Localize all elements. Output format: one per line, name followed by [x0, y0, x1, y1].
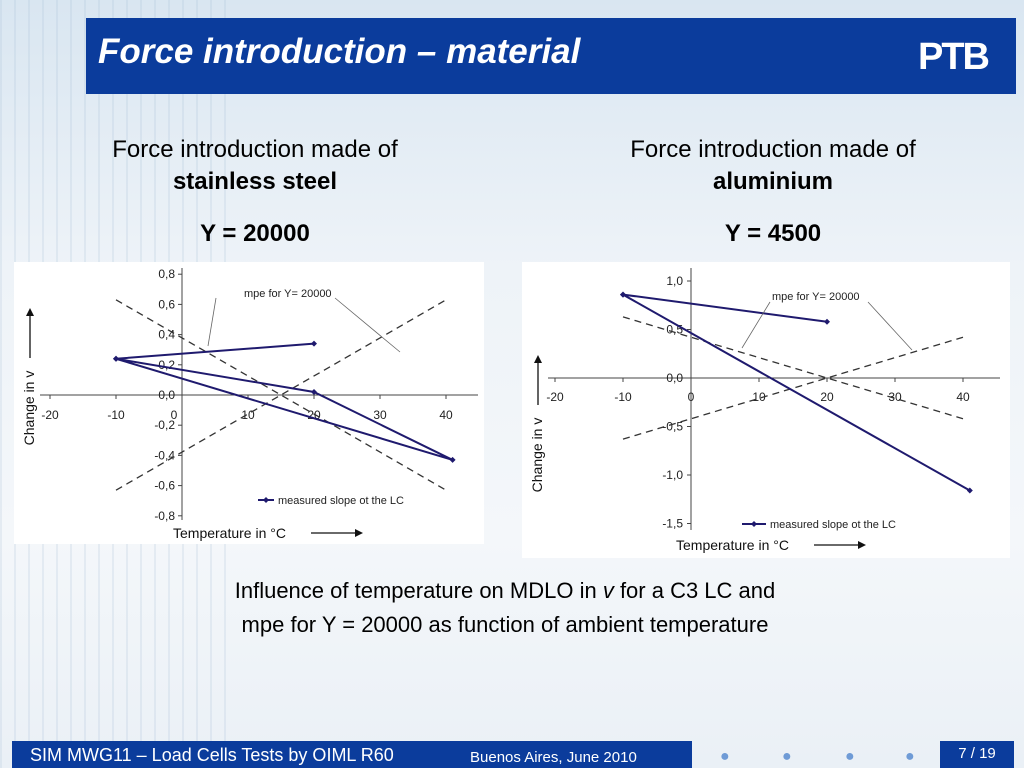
title-bar: [86, 18, 1016, 94]
y-axis-label: Change in v: [21, 371, 37, 446]
x-tick-label: 20: [820, 390, 834, 404]
slide-title: Force introduction – material: [98, 32, 581, 71]
caption-line2: mpe for Y = 20000 as function of ambient…: [241, 612, 769, 637]
caption-line1-b: for a C3 LC and: [613, 578, 776, 603]
footer-title: SIM MWG11 – Load Cells Tests by OIML R60: [30, 745, 394, 765]
measured-point: [966, 487, 973, 494]
footer-location: Buenos Aires, June 2010: [470, 749, 637, 766]
x-tick-label: 30: [373, 408, 387, 422]
mpe-leader-line: [741, 301, 771, 349]
page-number-box: [940, 741, 1014, 768]
measured-point: [113, 355, 119, 362]
x-axis-arrowhead: [858, 541, 866, 549]
x-tick-label: -10: [107, 408, 125, 422]
mpe-annotation: mpe for Y= 20000: [244, 288, 332, 300]
right-chart-background: [522, 262, 1010, 558]
mpe-leader-line: [334, 297, 401, 353]
ptb-logo: PTB: [918, 36, 990, 78]
footer-bar: [12, 741, 692, 768]
x-tick-label: 40: [956, 390, 970, 404]
mpe-line: [622, 336, 964, 440]
caption-line1-a: Influence of temperature on MDLO in: [234, 578, 603, 603]
x-tick-label: 10: [752, 390, 766, 404]
legend-marker: [263, 497, 269, 503]
x-axis-label: Temperature in °C: [676, 537, 789, 553]
y-axis-arrowhead: [534, 355, 542, 363]
footer-dot: ●: [905, 748, 915, 765]
measured-slope-line: [622, 293, 971, 492]
footer-dot: ●: [845, 748, 855, 765]
left-caption-line1: Force introduction made of: [112, 136, 398, 163]
x-tick-label: 0: [688, 390, 695, 404]
y-axis-arrowhead: [26, 308, 34, 316]
x-tick-label: 40: [439, 408, 453, 422]
measured-point: [311, 388, 317, 395]
mpe-leader-line: [207, 297, 217, 347]
y-tick-label: 0,0: [158, 388, 175, 402]
x-tick-label: 0: [171, 408, 178, 422]
y-tick-label: -1,5: [662, 517, 683, 531]
x-tick-label: 30: [888, 390, 902, 404]
measured-point: [824, 318, 830, 325]
measured-point: [449, 456, 456, 463]
y-axis-label: Change in v: [529, 418, 545, 493]
mpe-line: [115, 299, 447, 491]
y-tick-label: 0,0: [666, 371, 683, 385]
caption-line1-v: v: [602, 578, 614, 603]
caption-line1: Influence of temperature on MDLO in v fo…: [130, 574, 880, 608]
measured-point: [620, 291, 626, 298]
legend-label: measured slope ot the LC: [770, 519, 896, 531]
legend-marker: [751, 521, 757, 527]
right-caption: Force introduction made of aluminium Y =…: [578, 134, 968, 250]
left-caption-material: stainless steel: [172, 168, 338, 195]
page-number: 7 / 19: [958, 745, 996, 762]
right-caption-material: aluminium: [712, 168, 833, 195]
y-tick-label: -0,8: [154, 509, 175, 523]
left-chart-background: [14, 262, 484, 544]
right-caption-line1: Force introduction made of: [630, 136, 916, 163]
footer-dot: ●: [782, 748, 792, 765]
mpe-line: [622, 316, 964, 420]
left-y-value: Y = 20000: [200, 220, 310, 247]
footer-dot: ●: [720, 748, 730, 765]
measured-point: [311, 340, 317, 347]
y-tick-label: -0,6: [154, 479, 175, 493]
y-tick-label: -0,5: [662, 420, 683, 434]
legend-label: measured slope ot the LC: [278, 495, 404, 507]
y-tick-label: 0,6: [158, 297, 175, 311]
mpe-leader-line: [867, 301, 913, 351]
x-tick-label: -20: [41, 408, 59, 422]
y-tick-label: 0,8: [158, 267, 175, 281]
slide-caption: Influence of temperature on MDLO in v fo…: [130, 574, 880, 642]
x-axis-label: Temperature in °C: [173, 525, 286, 541]
right-y-value: Y = 4500: [724, 220, 822, 247]
y-tick-label: 1,0: [666, 274, 683, 288]
y-tick-label: -1,0: [662, 468, 683, 482]
x-tick-label: -20: [546, 390, 564, 404]
left-caption: Force introduction made of stainless ste…: [60, 134, 450, 250]
x-tick-label: -10: [614, 390, 632, 404]
y-tick-label: -0,2: [154, 418, 175, 432]
mpe-annotation: mpe for Y= 20000: [772, 291, 860, 303]
x-axis-arrowhead: [355, 529, 363, 537]
mpe-line: [115, 299, 447, 491]
